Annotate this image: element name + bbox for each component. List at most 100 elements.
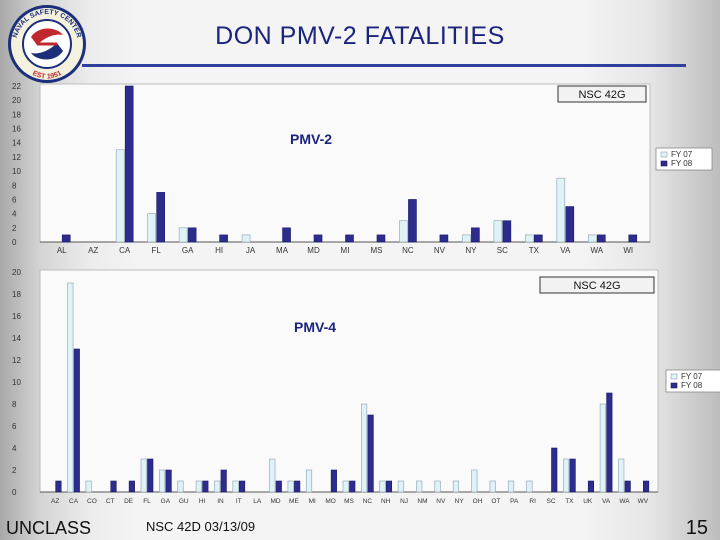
bar-fy07-ny	[462, 234, 471, 243]
x-tick-label: GA	[182, 246, 194, 255]
bar-fy08-ny	[471, 227, 480, 243]
bar-fy08-sc	[551, 447, 558, 493]
annotation-box	[557, 85, 647, 103]
bar-fy07-fl	[140, 458, 147, 493]
bar-fy07-nc	[361, 403, 368, 493]
bar-fy08-ca	[124, 85, 134, 243]
y-tick-label: 14	[12, 334, 21, 343]
x-tick-label: CA	[69, 498, 79, 505]
x-tick-label: MI	[341, 246, 350, 255]
legend-swatch-fy08	[670, 382, 678, 389]
x-tick-label: JA	[246, 246, 256, 255]
bar-fy07-nm	[416, 480, 423, 493]
x-tick-label: AZ	[51, 498, 59, 505]
x-tick-label: NY	[465, 246, 477, 255]
bar-fy08-mo	[330, 469, 337, 493]
bar-fy08-md	[313, 234, 323, 243]
x-tick-label: VA	[602, 498, 611, 505]
x-tick-label: NJ	[400, 498, 408, 505]
x-tick-label: FL	[143, 498, 151, 505]
y-tick-label: 4	[12, 210, 17, 219]
bar-fy08-az	[55, 480, 62, 493]
bar-fy08-fl	[156, 192, 165, 243]
bar-fy08-ma	[282, 227, 291, 243]
title-rule	[82, 64, 686, 67]
x-tick-label: AL	[57, 246, 67, 255]
x-tick-label: OH	[473, 498, 483, 505]
x-tick-label: NM	[417, 498, 427, 505]
y-tick-label: 16	[12, 312, 21, 321]
y-tick-label: 0	[12, 238, 17, 247]
bar-fy07-it	[232, 480, 239, 493]
naval-safety-center-logo: NAVAL SAFETY CENTER EST 1951	[8, 5, 86, 83]
pmv4-chart: 0 2 4 6 8 10 12 14 16 18 20 AZ CA CO CT DE FL GA GU HI IN IT L…	[12, 268, 720, 505]
bar-fy08-md	[275, 480, 282, 493]
bar-fy08-nc	[408, 199, 417, 243]
bar-fy07-tx	[563, 458, 570, 493]
slide-title: DON PMV-2 FATALITIES	[215, 22, 505, 50]
bar-fy07-nj	[397, 480, 404, 493]
x-tick-label: NC	[402, 246, 414, 255]
bar-fy07-tx	[525, 234, 534, 243]
legend-label: FY 08	[681, 381, 703, 390]
x-tick-label: NH	[381, 498, 391, 505]
y-tick-label: 18	[12, 110, 21, 119]
bar-fy07-nc	[399, 220, 408, 243]
y-tick-label: 0	[12, 488, 17, 497]
x-tick-label: CT	[106, 498, 115, 505]
plot-area	[39, 83, 651, 243]
y-tick-label: 10	[12, 167, 21, 176]
legend-label: FY 07	[671, 150, 693, 159]
y-tick-label: 20	[12, 96, 21, 105]
y-tick-label: 6	[12, 422, 17, 431]
x-tick-label: SC	[497, 246, 508, 255]
x-tick-label: VA	[560, 246, 571, 255]
y-tick-label: 18	[12, 290, 21, 299]
bar-fy08-va	[606, 392, 613, 493]
bar-fy07-va	[599, 403, 606, 493]
bar-fy08-mi	[345, 234, 354, 243]
y-tick-label: 8	[12, 400, 17, 409]
x-tick-label: WA	[590, 246, 603, 255]
bar-fy07-wa	[587, 234, 597, 243]
x-tick-label: WA	[619, 498, 630, 505]
x-tick-label: MS	[344, 498, 354, 505]
bar-fy07-ca	[67, 282, 74, 493]
x-tick-label: NY	[455, 498, 465, 505]
bar-fy07-in	[214, 480, 221, 493]
y-tick-label: 2	[12, 224, 17, 233]
annotation-label: NSC 42G	[573, 280, 620, 292]
x-tick-label: UK	[583, 498, 593, 505]
bar-fy07-md	[269, 458, 276, 493]
bar-fy08-de	[128, 480, 135, 493]
legend-swatch-fy07	[660, 151, 668, 158]
bar-fy08-tx	[569, 458, 576, 493]
bar-fy07-ny	[452, 480, 459, 493]
y-tick-label: 14	[12, 139, 21, 148]
x-tick-label: LA	[253, 498, 262, 505]
bar-fy07-ja	[241, 234, 251, 243]
legend-label: FY 07	[681, 372, 703, 381]
bar-fy07-hi	[195, 480, 202, 493]
legend-label: FY 08	[671, 159, 693, 168]
x-tick-label: GA	[161, 498, 171, 505]
bar-fy08-ga	[165, 469, 172, 493]
x-tick-label: MI	[309, 498, 316, 505]
bar-fy08-in	[220, 469, 227, 493]
x-tick-label: DE	[124, 498, 134, 505]
bar-fy07-nh	[379, 480, 386, 493]
x-tick-label: MS	[370, 246, 382, 255]
page-number: 15	[685, 517, 708, 539]
x-tick-label: FL	[151, 246, 161, 255]
y-tick-label: 2	[12, 466, 17, 475]
y-tick-label: 12	[12, 356, 21, 365]
bar-fy07-me	[287, 480, 294, 493]
bar-fy07-ot	[489, 480, 496, 493]
bar-fy07-gu	[177, 480, 184, 493]
legend-swatch-fy08	[660, 160, 668, 167]
bar-fy08-wv	[643, 480, 650, 493]
x-tick-label: CO	[87, 498, 97, 505]
bar-fy08-ca	[73, 348, 80, 493]
chart-title: PMV-2	[290, 131, 332, 147]
footer-source: NSC 42D 03/13/09	[146, 519, 256, 534]
